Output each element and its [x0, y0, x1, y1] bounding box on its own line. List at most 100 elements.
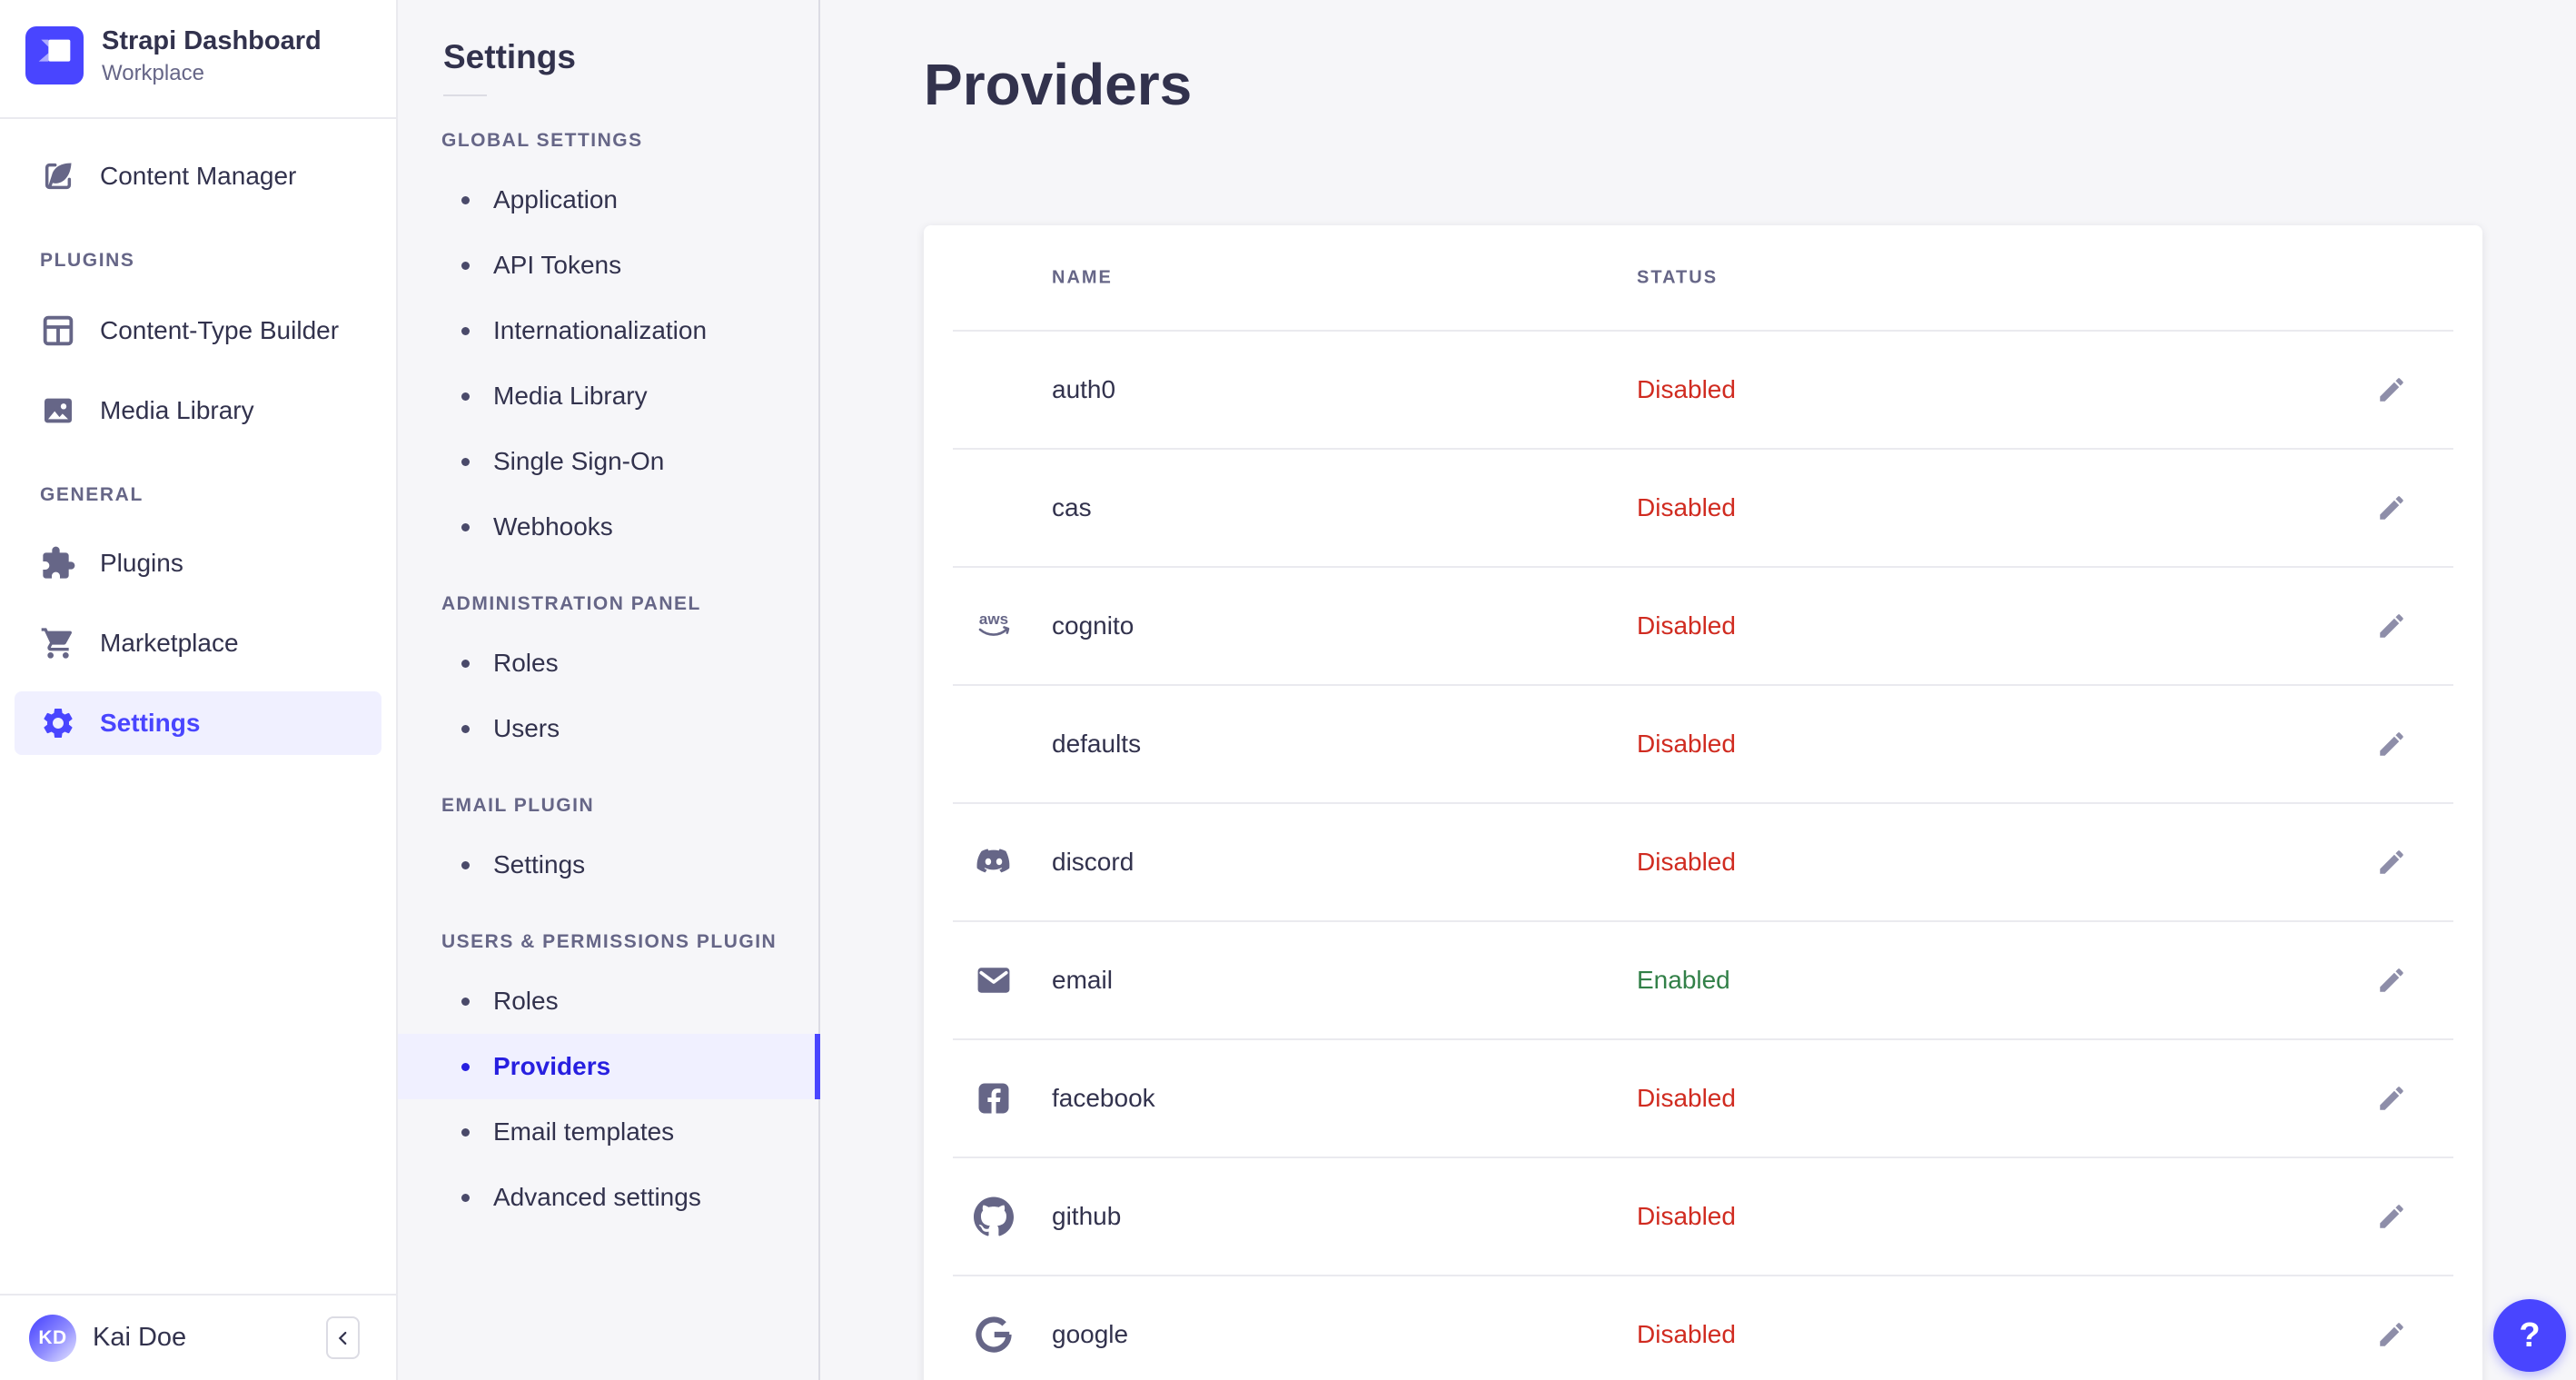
svg-text:aws: aws: [979, 611, 1008, 628]
subnav-item-email-settings[interactable]: Settings: [398, 832, 818, 898]
edit-button[interactable]: [2366, 837, 2417, 888]
subnav-item-label: Settings: [493, 850, 586, 879]
sidebar-item-content-type-builder[interactable]: Content-Type Builder: [15, 299, 381, 362]
subnav-item-label: API Tokens: [493, 251, 622, 279]
sidebar-item-content-manager[interactable]: Content Manager: [15, 144, 381, 208]
user-name[interactable]: Kai Doe: [93, 1323, 187, 1352]
sidebar-nav: Content Manager PLUGINS Content-Type Bui…: [0, 119, 396, 771]
subnav-item-application[interactable]: Application: [398, 167, 818, 233]
provider-name: auth0: [1052, 375, 1116, 403]
table-row-cognito[interactable]: aws cognito Disabled: [924, 568, 2482, 684]
subnav-item-advanced-settings[interactable]: Advanced settings: [398, 1165, 818, 1230]
subnav-item-label: Advanced settings: [493, 1183, 701, 1211]
bullet-icon: [461, 724, 470, 733]
sidebar-item-label: Plugins: [100, 548, 183, 577]
sidebar-item-media-library[interactable]: Media Library: [15, 379, 381, 442]
subnav-item-providers[interactable]: Providers: [398, 1034, 820, 1099]
pencil-icon: [2380, 968, 2403, 992]
table-row-facebook[interactable]: facebook Disabled: [924, 1040, 2482, 1157]
status-badge: Disabled: [1637, 1320, 1736, 1348]
pencil-icon: [2380, 732, 2403, 756]
subnav-list-users-permissions: Roles Providers Email templates Advanced…: [398, 968, 820, 1230]
subnav-item-single-sign-on[interactable]: Single Sign-On: [398, 429, 818, 494]
subnav-item-roles-up[interactable]: Roles: [398, 968, 818, 1034]
table-row-google[interactable]: google Disabled: [924, 1276, 2482, 1380]
bullet-icon: [461, 326, 470, 335]
column-header-status: STATUS: [1637, 267, 1719, 287]
feather-icon: [45, 163, 72, 189]
status-badge: Disabled: [1637, 375, 1736, 403]
status-badge: Disabled: [1637, 1202, 1736, 1230]
subnav-item-media-library[interactable]: Media Library: [398, 363, 818, 429]
pencil-icon: [2380, 378, 2403, 402]
table-row-email[interactable]: email Enabled: [924, 922, 2482, 1038]
status-badge: Disabled: [1637, 848, 1736, 876]
edit-button[interactable]: [2366, 601, 2417, 651]
pencil-icon: [2380, 1205, 2403, 1228]
subnav-item-webhooks[interactable]: Webhooks: [398, 494, 818, 560]
subnav-item-users[interactable]: Users: [398, 696, 818, 761]
row-divider: [953, 920, 2453, 922]
edit-button[interactable]: [2366, 364, 2417, 415]
edit-button[interactable]: [2366, 1073, 2417, 1124]
edit-button[interactable]: [2366, 482, 2417, 533]
table-row-cas[interactable]: cas Disabled: [924, 450, 2482, 566]
subnav-section-global-settings: GLOBAL SETTINGS: [441, 130, 643, 151]
subnav-item-label: Email templates: [493, 1117, 675, 1146]
subnav-item-label: Webhooks: [493, 512, 613, 541]
bullet-icon: [461, 195, 470, 204]
row-divider: [953, 1038, 2453, 1040]
sidebar-item-marketplace[interactable]: Marketplace: [15, 611, 381, 675]
edit-button[interactable]: [2366, 1191, 2417, 1242]
discord-icon: [974, 842, 1014, 882]
row-divider: [953, 1157, 2453, 1158]
edit-button[interactable]: [2366, 719, 2417, 769]
provider-name: facebook: [1052, 1084, 1155, 1112]
status-badge: Disabled: [1637, 1084, 1736, 1112]
sidebar-item-settings[interactable]: Settings: [15, 690, 381, 755]
subnav-section-email-plugin: EMAIL PLUGIN: [441, 795, 595, 816]
app-subtitle: Workplace: [102, 60, 204, 85]
subnav-list-email: Settings: [398, 832, 818, 898]
subnav-item-label: Application: [493, 185, 618, 213]
subnav-item-email-templates[interactable]: Email templates: [398, 1099, 818, 1165]
subnav-item-internationalization[interactable]: Internationalization: [398, 298, 818, 363]
subnav-item-label: Roles: [493, 649, 559, 677]
bullet-icon: [461, 1193, 470, 1202]
bullet-icon: [461, 1062, 470, 1071]
sidebar-item-label: Content-Type Builder: [100, 315, 340, 344]
sidebar-general-list: Plugins Marketplace Settings: [0, 531, 396, 755]
subnav-item-label: Internationalization: [493, 316, 708, 344]
subnav-item-roles-admin[interactable]: Roles: [398, 630, 818, 696]
pencil-icon: [2380, 614, 2403, 638]
sidebar-item-plugins[interactable]: Plugins: [15, 531, 381, 595]
brand-text: Strapi Dashboard Workplace: [102, 25, 322, 86]
subnav-list-global: Application API Tokens Internationalizat…: [398, 167, 818, 560]
app-title: Strapi Dashboard: [102, 26, 322, 55]
subnav-section-users-permissions-plugin: USERS & PERMISSIONS PLUGIN: [441, 931, 778, 952]
subnav-item-label: Single Sign-On: [493, 447, 665, 475]
main-content: Providers NAME STATUS auth0 Disabled cas…: [820, 0, 2576, 1380]
chevron-left-icon: [338, 1331, 346, 1345]
sidebar-item-label: Media Library: [100, 395, 254, 424]
pencil-icon: [2380, 1087, 2403, 1110]
avatar[interactable]: KD: [29, 1314, 76, 1362]
bullet-icon: [461, 522, 470, 531]
subnav-item-api-tokens[interactable]: API Tokens: [398, 233, 818, 298]
table-row-github[interactable]: github Disabled: [924, 1158, 2482, 1275]
table-row-auth0[interactable]: auth0 Disabled: [924, 332, 2482, 448]
edit-button[interactable]: [2366, 955, 2417, 1006]
app-brand[interactable]: Strapi Dashboard Workplace: [0, 0, 396, 119]
row-divider: [953, 684, 2453, 686]
facebook-icon: [974, 1078, 1014, 1118]
sidebar-collapse-button[interactable]: [326, 1316, 360, 1359]
help-button[interactable]: ?: [2493, 1299, 2566, 1372]
table-row-discord[interactable]: discord Disabled: [924, 804, 2482, 920]
sidebar-section-label-general: GENERAL: [40, 483, 144, 505]
status-badge: Enabled: [1637, 966, 1730, 994]
edit-button[interactable]: [2366, 1309, 2417, 1360]
provider-name: email: [1052, 966, 1113, 994]
bullet-icon: [461, 1127, 470, 1137]
table-row-defaults[interactable]: defaults Disabled: [924, 686, 2482, 802]
